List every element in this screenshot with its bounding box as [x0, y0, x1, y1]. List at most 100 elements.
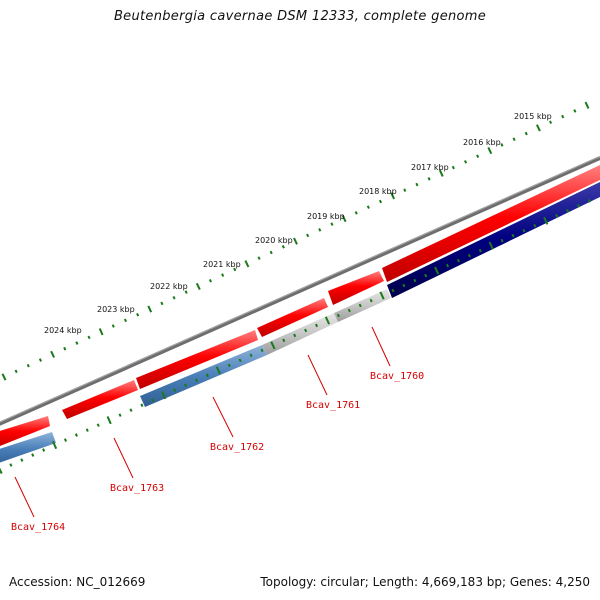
forward-cds-arrow[interactable] — [382, 165, 600, 282]
scale-tick — [456, 258, 461, 263]
leader-line — [212, 396, 234, 438]
scale-tick — [354, 211, 358, 215]
scale-tick — [75, 341, 79, 345]
gene-label-bcav-1764[interactable]: Bcav_1764 — [11, 522, 65, 533]
gene-bcav-1762-arrow[interactable] — [140, 345, 267, 407]
scale-tick — [244, 260, 250, 268]
scale-tick — [87, 335, 91, 340]
scale-tick — [270, 341, 276, 350]
scale-tick — [183, 383, 188, 388]
scale-tick — [524, 131, 528, 136]
scale-tick — [427, 177, 431, 181]
scale-tick — [26, 363, 30, 368]
scale-tick — [500, 143, 504, 147]
scale-label-2017: 2017 kbp — [411, 163, 449, 172]
scale-tick — [0, 467, 3, 475]
scale-tick — [160, 301, 164, 306]
scale-tick — [561, 114, 565, 119]
scale-labels: 2015 kbp 2016 kbp 2017 kbp 2018 kbp 2019… — [44, 112, 552, 335]
scale-tick — [205, 373, 209, 378]
scale-tick — [330, 222, 334, 226]
gene-label-bcav-1763[interactable]: Bcav_1763 — [110, 483, 164, 494]
scale-tick — [304, 328, 308, 333]
scale-tick — [467, 253, 471, 258]
scale-tick — [257, 256, 261, 260]
scale-tick — [379, 291, 385, 300]
scale-label-2018: 2018 kbp — [359, 187, 397, 196]
scale-tick — [413, 278, 417, 283]
scale-tick — [140, 403, 144, 407]
scale-tick — [38, 358, 43, 362]
scale-tick — [548, 120, 553, 125]
scale-tick — [555, 213, 559, 218]
gene-bcav-1760-arrow[interactable] — [387, 182, 600, 298]
scale-tick — [573, 109, 577, 113]
scale-tick — [403, 188, 407, 192]
scale-tick — [151, 398, 155, 402]
scale-tick — [85, 428, 89, 432]
gene-bcav-1761-arrow[interactable] — [262, 313, 338, 355]
scale-tick — [9, 463, 13, 467]
gene-labels: Bcav_1760 Bcav_1761 Bcav_1762 Bcav_1763 … — [11, 326, 424, 533]
scale-tick — [269, 250, 273, 255]
scale-tick — [402, 283, 406, 288]
accession-text: Accession: NC_012669 — [9, 575, 146, 589]
scale-tick — [281, 244, 285, 249]
forward-cds-arrow[interactable] — [136, 330, 258, 389]
gene-label-bcav-1760[interactable]: Bcav_1760 — [370, 371, 424, 382]
scale-tick — [42, 448, 46, 452]
scale-tick — [96, 423, 100, 427]
scale-tick — [227, 363, 231, 368]
scale-tick — [445, 263, 450, 268]
forward-cds-arrow[interactable] — [257, 298, 328, 337]
scale-tick — [129, 408, 133, 412]
scale-tick — [341, 214, 347, 223]
scale-tick — [1, 373, 7, 381]
scale-tick — [161, 391, 167, 400]
scale-label-2020: 2020 kbp — [255, 236, 293, 245]
scale-tick — [522, 228, 526, 233]
genome-backbone — [0, 156, 600, 426]
scale-tick — [358, 303, 362, 308]
scale-tick — [424, 273, 428, 278]
gene-bcav-1763-arrow[interactable] — [0, 432, 56, 466]
scale-tick — [415, 182, 419, 187]
scale-tick — [123, 318, 128, 323]
scale-label-2015: 2015 kbp — [514, 112, 552, 121]
scale-tick — [566, 209, 570, 213]
scale-tick — [260, 348, 264, 353]
scale-tick — [98, 328, 104, 336]
scale-tick — [31, 453, 35, 457]
gene-label-bcav-1761[interactable]: Bcav_1761 — [306, 400, 360, 411]
scale-tick — [488, 241, 494, 250]
scale-tick — [14, 369, 18, 374]
scale-tick — [378, 199, 383, 204]
scale-tick — [511, 233, 515, 238]
scale-tick — [74, 433, 78, 437]
leader-line — [14, 476, 35, 518]
gene-bcav-1761b-arrow[interactable] — [334, 289, 391, 322]
gene-label-bcav-1762[interactable]: Bcav_1762 — [210, 442, 264, 453]
scale-tick — [172, 295, 176, 300]
gene-bcav-1764-arrow[interactable] — [0, 416, 50, 450]
forward-cds-arrow[interactable] — [62, 380, 138, 419]
scale-label-2019: 2019 kbp — [307, 212, 345, 221]
scale-tick — [282, 338, 286, 343]
scale-tick — [306, 233, 310, 238]
scale-tick — [584, 101, 590, 109]
scale-tick — [535, 124, 541, 132]
scale-tick — [576, 203, 581, 208]
scale-tick — [63, 438, 68, 442]
scale-tick — [336, 313, 340, 318]
map-title: Beutenbergia cavernae DSM 12333, complet… — [113, 9, 487, 24]
scale-tick — [478, 248, 482, 253]
leader-line — [307, 354, 328, 396]
topology-summary: Topology: circular; Length: 4,669,183 bp… — [260, 575, 590, 589]
scale-ring — [1, 101, 590, 381]
scale-label-2022: 2022 kbp — [150, 282, 188, 291]
forward-cds-arrow[interactable] — [328, 271, 384, 305]
scale-tick — [293, 333, 297, 338]
scale-tick — [208, 278, 213, 283]
scale-label-2024: 2024 kbp — [44, 326, 82, 335]
